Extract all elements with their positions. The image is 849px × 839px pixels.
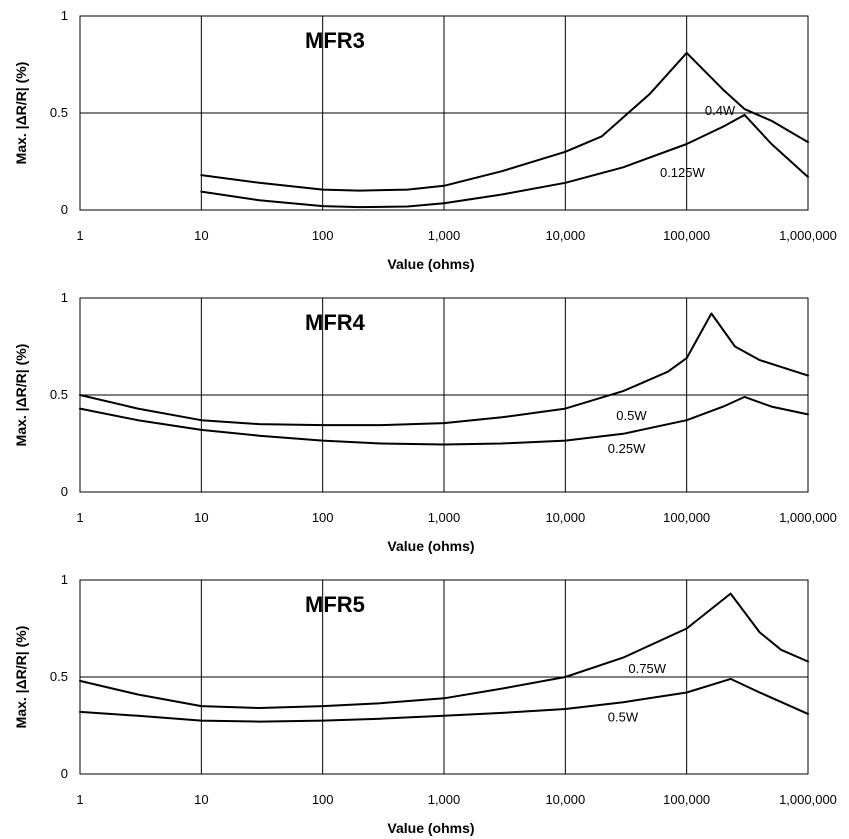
x-axis-title: Value (ohms): [387, 820, 474, 836]
x-tick-label: 1,000,000: [779, 228, 837, 243]
x-tick-label: 10,000: [545, 228, 585, 243]
series-line-2: [79, 677, 809, 723]
y-tick-label: 0: [61, 766, 68, 781]
x-tick-label: 100,000: [663, 792, 710, 807]
x-tick-label: 100: [312, 228, 334, 243]
series-line-1: [79, 312, 809, 427]
x-axis-title: Value (ohms): [387, 256, 474, 272]
y-tick-label: 0.5: [50, 105, 68, 120]
series-label-1: 0.75W: [628, 661, 666, 676]
chart-title: MFR4: [305, 310, 366, 335]
x-tick-label: 1: [76, 510, 83, 525]
x-tick-label: 1,000,000: [779, 792, 837, 807]
series-label-1: 0.4W: [705, 103, 736, 118]
x-axis-title: Value (ohms): [387, 538, 474, 554]
series-line-1: [79, 592, 809, 709]
x-tick-label: 10: [194, 228, 208, 243]
chart-3: 1 10 100 1,000 10,000 100,000 1,000,000 0 0.5 1 Va…: [13, 572, 837, 836]
series-line-2: [79, 395, 809, 446]
y-tick-label: 1: [61, 572, 68, 587]
y-tick-label: 1: [61, 8, 68, 23]
y-axis-title: Max. |ΔR/R| (%): [13, 62, 29, 165]
series-label-2: 0.5W: [608, 710, 639, 725]
chart-1: 1 10 100 1,000 10,000 100,000 1,000,000 0 0.5 1 Va…: [13, 8, 837, 272]
y-tick-label: 1: [61, 290, 68, 305]
x-tick-label: 100,000: [663, 228, 710, 243]
x-tick-label: 10: [194, 510, 208, 525]
x-tick-label: 1: [76, 228, 83, 243]
x-tick-label: 100,000: [663, 510, 710, 525]
x-tick-label: 10,000: [545, 510, 585, 525]
series-label-2: 0.25W: [608, 441, 646, 456]
y-tick-label: 0.5: [50, 669, 68, 684]
y-axis-title: Max. |ΔR/R| (%): [13, 344, 29, 447]
x-tick-label: 1,000: [428, 792, 461, 807]
series-label-1: 0.5W: [616, 408, 647, 423]
x-tick-label: 100: [312, 510, 334, 525]
x-tick-label: 1,000: [428, 510, 461, 525]
chart-2: 1 10 100 1,000 10,000 100,000 1,000,000 0 0.5 1 Va…: [13, 290, 837, 554]
x-tick-label: 10,000: [545, 792, 585, 807]
chart-title: MFR3: [305, 28, 365, 53]
x-tick-label: 1: [76, 792, 83, 807]
x-tick-label: 1,000: [428, 228, 461, 243]
y-tick-label: 0.5: [50, 387, 68, 402]
series-line-2: [200, 113, 809, 209]
x-tick-label: 100: [312, 792, 334, 807]
x-tick-label: 1,000,000: [779, 510, 837, 525]
series-line-1: [200, 51, 809, 192]
y-tick-label: 0: [61, 484, 68, 499]
y-axis-title: Max. |ΔR/R| (%): [13, 626, 29, 729]
y-tick-label: 0: [61, 202, 68, 217]
series-label-2: 0.125W: [660, 165, 706, 180]
chart-title: MFR5: [305, 592, 365, 617]
x-tick-label: 10: [194, 792, 208, 807]
